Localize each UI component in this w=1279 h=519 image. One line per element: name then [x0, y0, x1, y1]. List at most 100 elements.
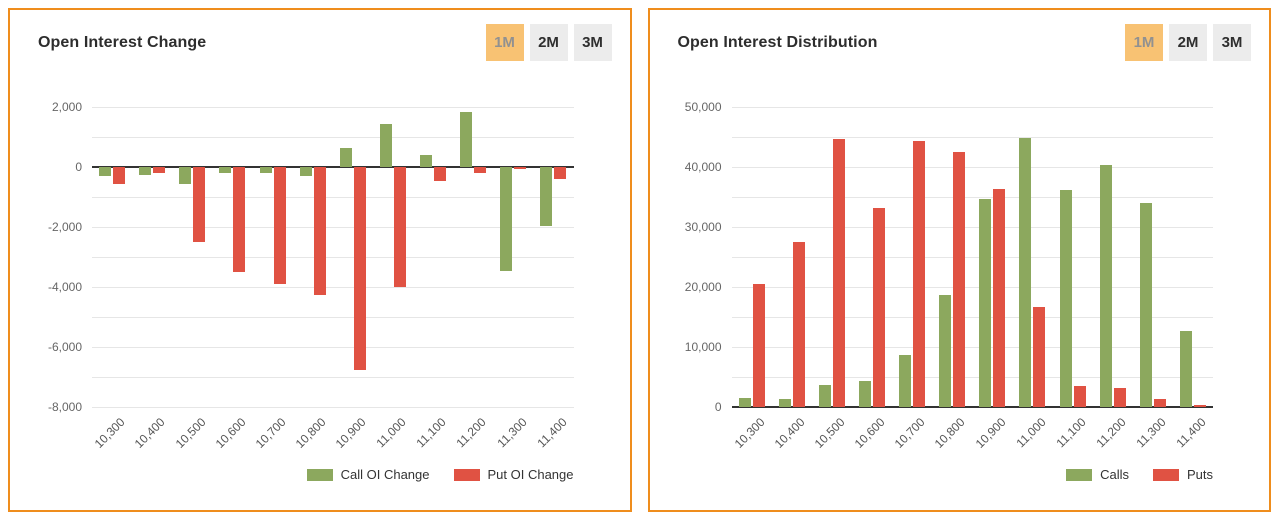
bar-call-oi-change-10700[interactable]: [259, 167, 272, 173]
y-axis-tick-label: -4,000: [47, 280, 82, 294]
bar-call-oi-change-11100[interactable]: [420, 155, 433, 167]
panel-open-interest-change: Open Interest Change 1M 2M 3M -8,000 -6,0…: [8, 8, 632, 512]
bar-call-oi-change-10300[interactable]: [99, 167, 112, 176]
bar-put-oi-change-10800[interactable]: [313, 167, 326, 295]
bar-puts-10400[interactable]: [792, 242, 805, 407]
bar-put-oi-change-11400[interactable]: [554, 167, 567, 179]
bar-call-oi-change-11200[interactable]: [460, 111, 473, 167]
bar-put-oi-change-11300[interactable]: [514, 167, 527, 169]
range-button-1m[interactable]: 1M: [1125, 24, 1163, 61]
legend-label: Call OI Change: [340, 467, 430, 482]
plot-area: [92, 107, 574, 408]
x-axis-tick-label: 10,600: [851, 415, 888, 451]
chart-body: -8,000 -6,000 -4,000 -2,000 0 2,000: [28, 100, 612, 414]
bar-puts-10500[interactable]: [832, 139, 845, 407]
page-title: Open Interest Distribution: [677, 33, 878, 51]
legend-label: Calls: [1100, 467, 1129, 482]
bar-puts-10700[interactable]: [913, 140, 926, 407]
bar-put-oi-change-10300[interactable]: [113, 167, 126, 184]
bar-calls-10300[interactable]: [738, 398, 751, 407]
bar-put-oi-change-10700[interactable]: [273, 167, 286, 284]
gridline: [92, 137, 574, 138]
range-button-3m[interactable]: 3M: [1213, 24, 1251, 61]
bar-puts-10300[interactable]: [752, 284, 765, 407]
bar-call-oi-change-11000[interactable]: [379, 123, 392, 167]
bar-puts-10900[interactable]: [993, 189, 1006, 407]
chart-open-interest-distribution: 0 10,000 20,000 30,000 40,000 50,000 10,300 10…: [668, 100, 1252, 482]
bar-calls-10600[interactable]: [858, 381, 871, 407]
panel-header: Open Interest Distribution 1M 2M 3M: [668, 24, 1251, 61]
x-axis-tick-label: 10,500: [811, 415, 848, 451]
x-axis-tick-label: 11,300: [493, 415, 530, 451]
bar-put-oi-change-11200[interactable]: [474, 167, 487, 173]
legend-item-puts[interactable]: Puts: [1152, 467, 1213, 482]
bar-call-oi-change-10500[interactable]: [179, 167, 192, 184]
bar-puts-11000[interactable]: [1033, 307, 1046, 407]
bar-put-oi-change-10900[interactable]: [353, 167, 366, 370]
range-button-2m[interactable]: 2M: [1169, 24, 1207, 61]
x-axis-tick-label: 10,500: [172, 415, 209, 451]
bar-calls-10800[interactable]: [939, 295, 952, 407]
y-axis-tick-label: -2,000: [47, 220, 82, 234]
bar-calls-10400[interactable]: [778, 399, 791, 407]
y-axis-tick-label: 20,000: [684, 280, 722, 294]
y-axis-tick-label: 30,000: [684, 220, 722, 234]
gridline: [731, 287, 1213, 288]
legend-item-calls[interactable]: Calls: [1066, 467, 1129, 482]
range-button-3m[interactable]: 3M: [573, 24, 612, 61]
x-axis-tick-label: 11,100: [1053, 415, 1089, 451]
bar-call-oi-change-10800[interactable]: [299, 167, 312, 176]
bar-calls-10700[interactable]: [899, 354, 912, 407]
x-axis-tick-label: 11,300: [1133, 415, 1169, 451]
x-axis-tick-label: 10,300: [731, 415, 768, 451]
range-button-2m[interactable]: 2M: [529, 24, 568, 61]
range-button-1m[interactable]: 1M: [485, 24, 524, 61]
bar-calls-10500[interactable]: [818, 384, 831, 407]
bar-calls-11400[interactable]: [1179, 330, 1192, 407]
y-axis-tick-label: 0: [75, 160, 82, 174]
x-axis-tick-label: 10,300: [92, 415, 128, 451]
bar-calls-11300[interactable]: [1139, 203, 1152, 407]
bar-put-oi-change-10600[interactable]: [233, 167, 246, 272]
gridline: [92, 407, 574, 408]
bar-call-oi-change-10600[interactable]: [219, 167, 232, 173]
x-axis-tick-label: 11,200: [1093, 415, 1129, 451]
legend-item-put-oi-change[interactable]: Put OI Change: [453, 467, 574, 482]
bar-put-oi-change-11100[interactable]: [434, 167, 447, 181]
bar-puts-11200[interactable]: [1113, 388, 1126, 407]
bar-puts-11100[interactable]: [1073, 386, 1086, 407]
panel-header: Open Interest Change 1M 2M 3M: [28, 24, 612, 61]
bar-puts-10600[interactable]: [872, 207, 885, 407]
bar-call-oi-change-11300[interactable]: [500, 167, 513, 271]
legend-swatch-calls: [1066, 468, 1093, 481]
bar-puts-10800[interactable]: [953, 152, 966, 407]
bar-call-oi-change-11400[interactable]: [540, 167, 553, 226]
gridline: [731, 257, 1213, 258]
legend-item-call-oi-change[interactable]: Call OI Change: [306, 467, 430, 482]
gridline: [731, 197, 1213, 198]
y-axis-tick-label: 40,000: [684, 160, 722, 174]
bar-calls-10900[interactable]: [979, 199, 992, 407]
gridline: [92, 377, 574, 378]
bar-put-oi-change-10500[interactable]: [193, 167, 206, 242]
bar-calls-11200[interactable]: [1099, 165, 1112, 407]
panel-open-interest-distribution: Open Interest Distribution 1M 2M 3M 0 10,…: [647, 8, 1271, 512]
bar-puts-11400[interactable]: [1193, 405, 1206, 407]
bar-put-oi-change-10400[interactable]: [153, 167, 166, 173]
bar-calls-11100[interactable]: [1059, 190, 1072, 407]
legend-label: Puts: [1186, 467, 1213, 482]
bar-put-oi-change-11000[interactable]: [393, 167, 406, 287]
axis-zero-line: [731, 406, 1213, 408]
x-axis-tick-label: 10,800: [292, 415, 329, 451]
chart-legend: Calls Puts: [668, 467, 1213, 482]
bar-calls-11000[interactable]: [1019, 137, 1032, 407]
bar-call-oi-change-10400[interactable]: [139, 167, 152, 175]
page-title: Open Interest Change: [38, 33, 207, 51]
bar-puts-11300[interactable]: [1153, 399, 1166, 407]
x-axis: 10,300 10,400 10,500 10,600 10,700 10,800 10,9…: [92, 407, 574, 465]
legend-swatch-call-oi-change: [306, 468, 333, 481]
x-axis-tick-label: 10,400: [132, 415, 169, 451]
legend-label: Put OI Change: [487, 467, 574, 482]
bar-call-oi-change-10900[interactable]: [339, 147, 352, 167]
gridline: [92, 347, 574, 348]
